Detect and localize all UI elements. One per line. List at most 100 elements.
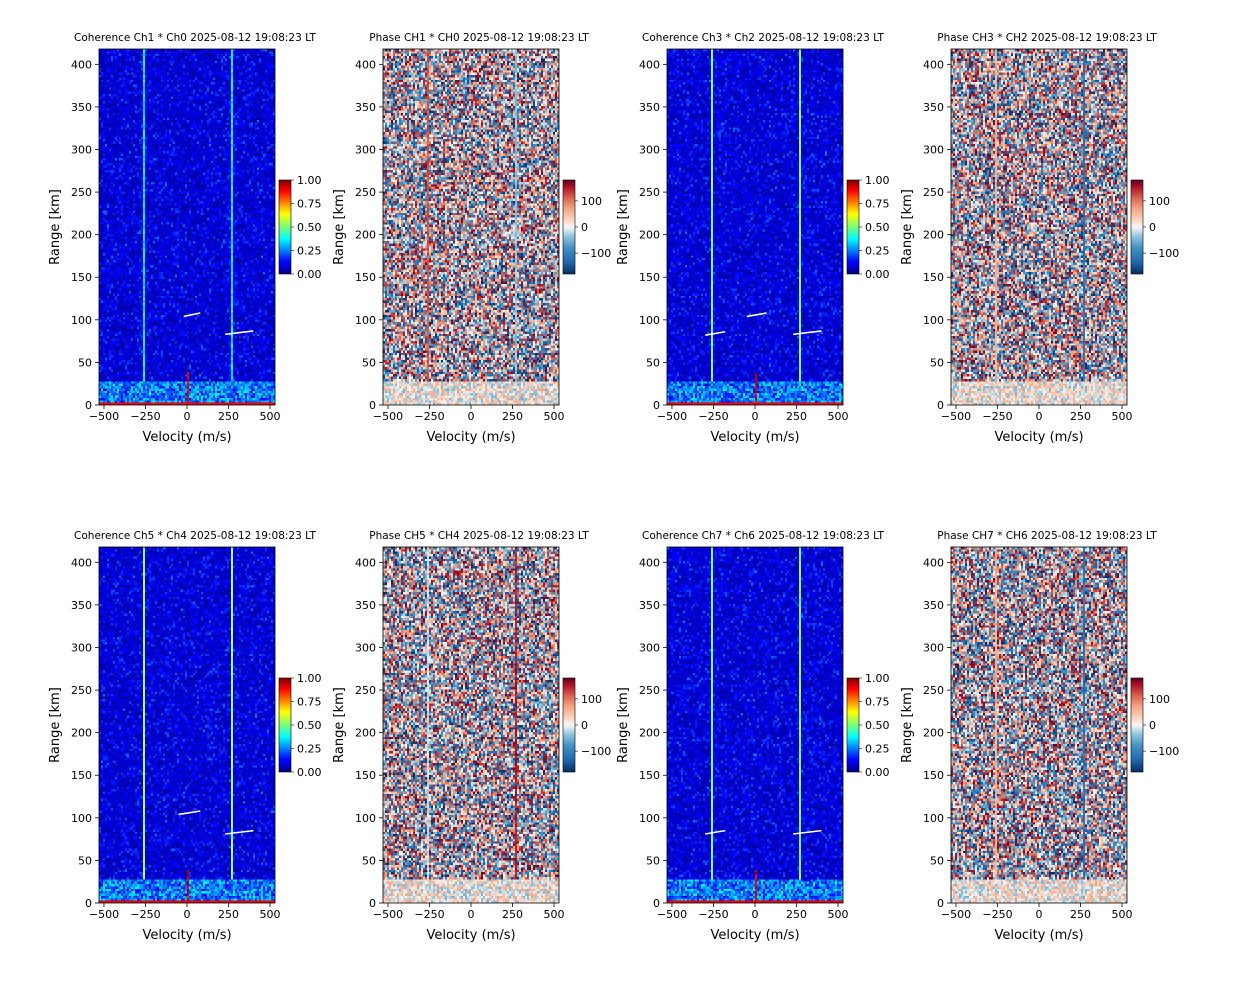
y-tick-label: 0 [85,897,92,910]
heatmap-cells [951,547,1127,903]
y-tick-label: 50 [78,854,92,867]
y-tick-label: 50 [930,356,944,369]
x-tick-label: 500 [1112,410,1133,423]
colorbar-tick-label: 0.25 [297,743,322,756]
x-tick-label: 0 [1036,908,1043,921]
y-tick-label: 300 [639,641,660,654]
colorbar-tick-label: 0.75 [297,696,322,709]
y-axis-label: Range [km] [48,189,63,265]
colorbar [279,678,291,772]
x-tick-label: 0 [468,908,475,921]
y-tick-label: 50 [78,356,92,369]
colorbar-tick-label: 0.50 [865,221,890,234]
colorbar [563,180,575,274]
y-tick-label: 150 [355,271,376,284]
colorbar-tick-label: 0 [1149,221,1156,234]
heatmap-cells [383,49,559,405]
y-axis-label: Range [km] [48,687,63,763]
y-tick-label: 150 [923,769,944,782]
colorbar-tick-label: 0.00 [297,268,322,281]
x-tick-label: −500 [657,908,687,921]
colorbar-tick-label: 0.50 [865,719,890,732]
y-tick-label: 350 [923,101,944,114]
colorbar-tick-label: 0.00 [865,268,890,281]
y-tick-label: 150 [71,769,92,782]
panel-title: Phase CH3 * CH2 2025-08-12 19:08:23 LT [937,32,1157,44]
y-tick-label: 0 [937,897,944,910]
x-tick-label: −500 [941,410,971,423]
y-axis-label: Range [km] [900,189,915,265]
x-tick-label: 500 [828,410,849,423]
y-tick-label: 0 [85,399,92,412]
y-tick-label: 300 [355,143,376,156]
colorbar [563,678,575,772]
y-axis-label: Range [km] [332,687,347,763]
y-tick-label: 100 [355,812,376,825]
colorbar-tick-label: 0.00 [865,766,890,779]
x-tick-label: −500 [941,908,971,921]
y-tick-label: 100 [639,314,660,327]
y-tick-label: 250 [355,186,376,199]
y-tick-label: 50 [646,356,660,369]
y-tick-label: 400 [639,556,660,569]
y-tick-label: 300 [71,641,92,654]
echo-feature-2 [705,829,726,835]
colorbar [1131,180,1143,274]
y-tick-label: 250 [71,186,92,199]
panel-title: Coherence Ch5 * Ch4 2025-08-12 19:08:23 … [74,530,316,542]
x-tick-label: −500 [373,410,403,423]
x-tick-label: 0 [184,410,191,423]
colorbar-tick-label: −100 [581,247,611,260]
colorbar-tick-label: 0.50 [297,719,322,732]
x-tick-label: 500 [1112,908,1133,921]
colorbar-tick-label: −100 [581,745,611,758]
colorbar-tick-label: 0.25 [865,743,890,756]
y-tick-label: 300 [923,143,944,156]
y-tick-label: 200 [355,229,376,242]
y-tick-label: 300 [923,641,944,654]
x-tick-label: 250 [786,908,807,921]
x-axis-label: Velocity (m/s) [142,928,231,943]
echo-feature-3 [746,312,767,318]
y-tick-label: 0 [369,399,376,412]
y-tick-label: 200 [639,229,660,242]
x-tick-label: 250 [786,410,807,423]
y-tick-label: 150 [639,769,660,782]
y-tick-label: 150 [639,271,660,284]
x-tick-label: 250 [502,908,523,921]
colorbar-tick-label: 0.25 [297,245,322,258]
y-tick-label: 400 [923,556,944,569]
x-tick-label: 0 [468,410,475,423]
x-tick-label: 250 [1070,410,1091,423]
colorbar [279,180,291,274]
x-axis-label: Velocity (m/s) [426,928,515,943]
x-tick-label: 250 [1070,908,1091,921]
colorbar-tick-label: −100 [1149,247,1179,260]
x-tick-label: 250 [218,410,239,423]
panel-title: Phase CH1 * CH0 2025-08-12 19:08:23 LT [369,32,589,44]
y-tick-label: 400 [639,58,660,71]
colorbar-tick-label: 100 [1149,195,1170,208]
y-tick-label: 200 [355,727,376,740]
heatmap-cells [383,547,559,903]
x-tick-label: 0 [752,908,759,921]
y-tick-label: 50 [362,356,376,369]
y-tick-label: 0 [653,399,660,412]
y-tick-label: 0 [653,897,660,910]
x-tick-label: −250 [982,410,1012,423]
x-axis-label: Velocity (m/s) [142,430,231,445]
echo-feature-2 [705,330,726,336]
y-tick-label: 200 [923,229,944,242]
panel-8: Phase CH7 * CH6 2025-08-12 19:08:23 LT −5… [900,530,1179,943]
panel-title: Phase CH5 * CH4 2025-08-12 19:08:23 LT [369,530,589,542]
y-tick-label: 150 [355,769,376,782]
panel-title: Coherence Ch1 * Ch0 2025-08-12 19:08:23 … [74,32,316,44]
colorbar-tick-label: 1.00 [865,672,890,685]
y-tick-label: 350 [639,101,660,114]
y-tick-label: 100 [71,314,92,327]
x-axis-label: Velocity (m/s) [710,430,799,445]
x-tick-label: −500 [89,908,119,921]
colorbar-tick-label: 0.75 [297,198,322,211]
x-tick-label: −250 [414,908,444,921]
y-tick-label: 100 [923,812,944,825]
